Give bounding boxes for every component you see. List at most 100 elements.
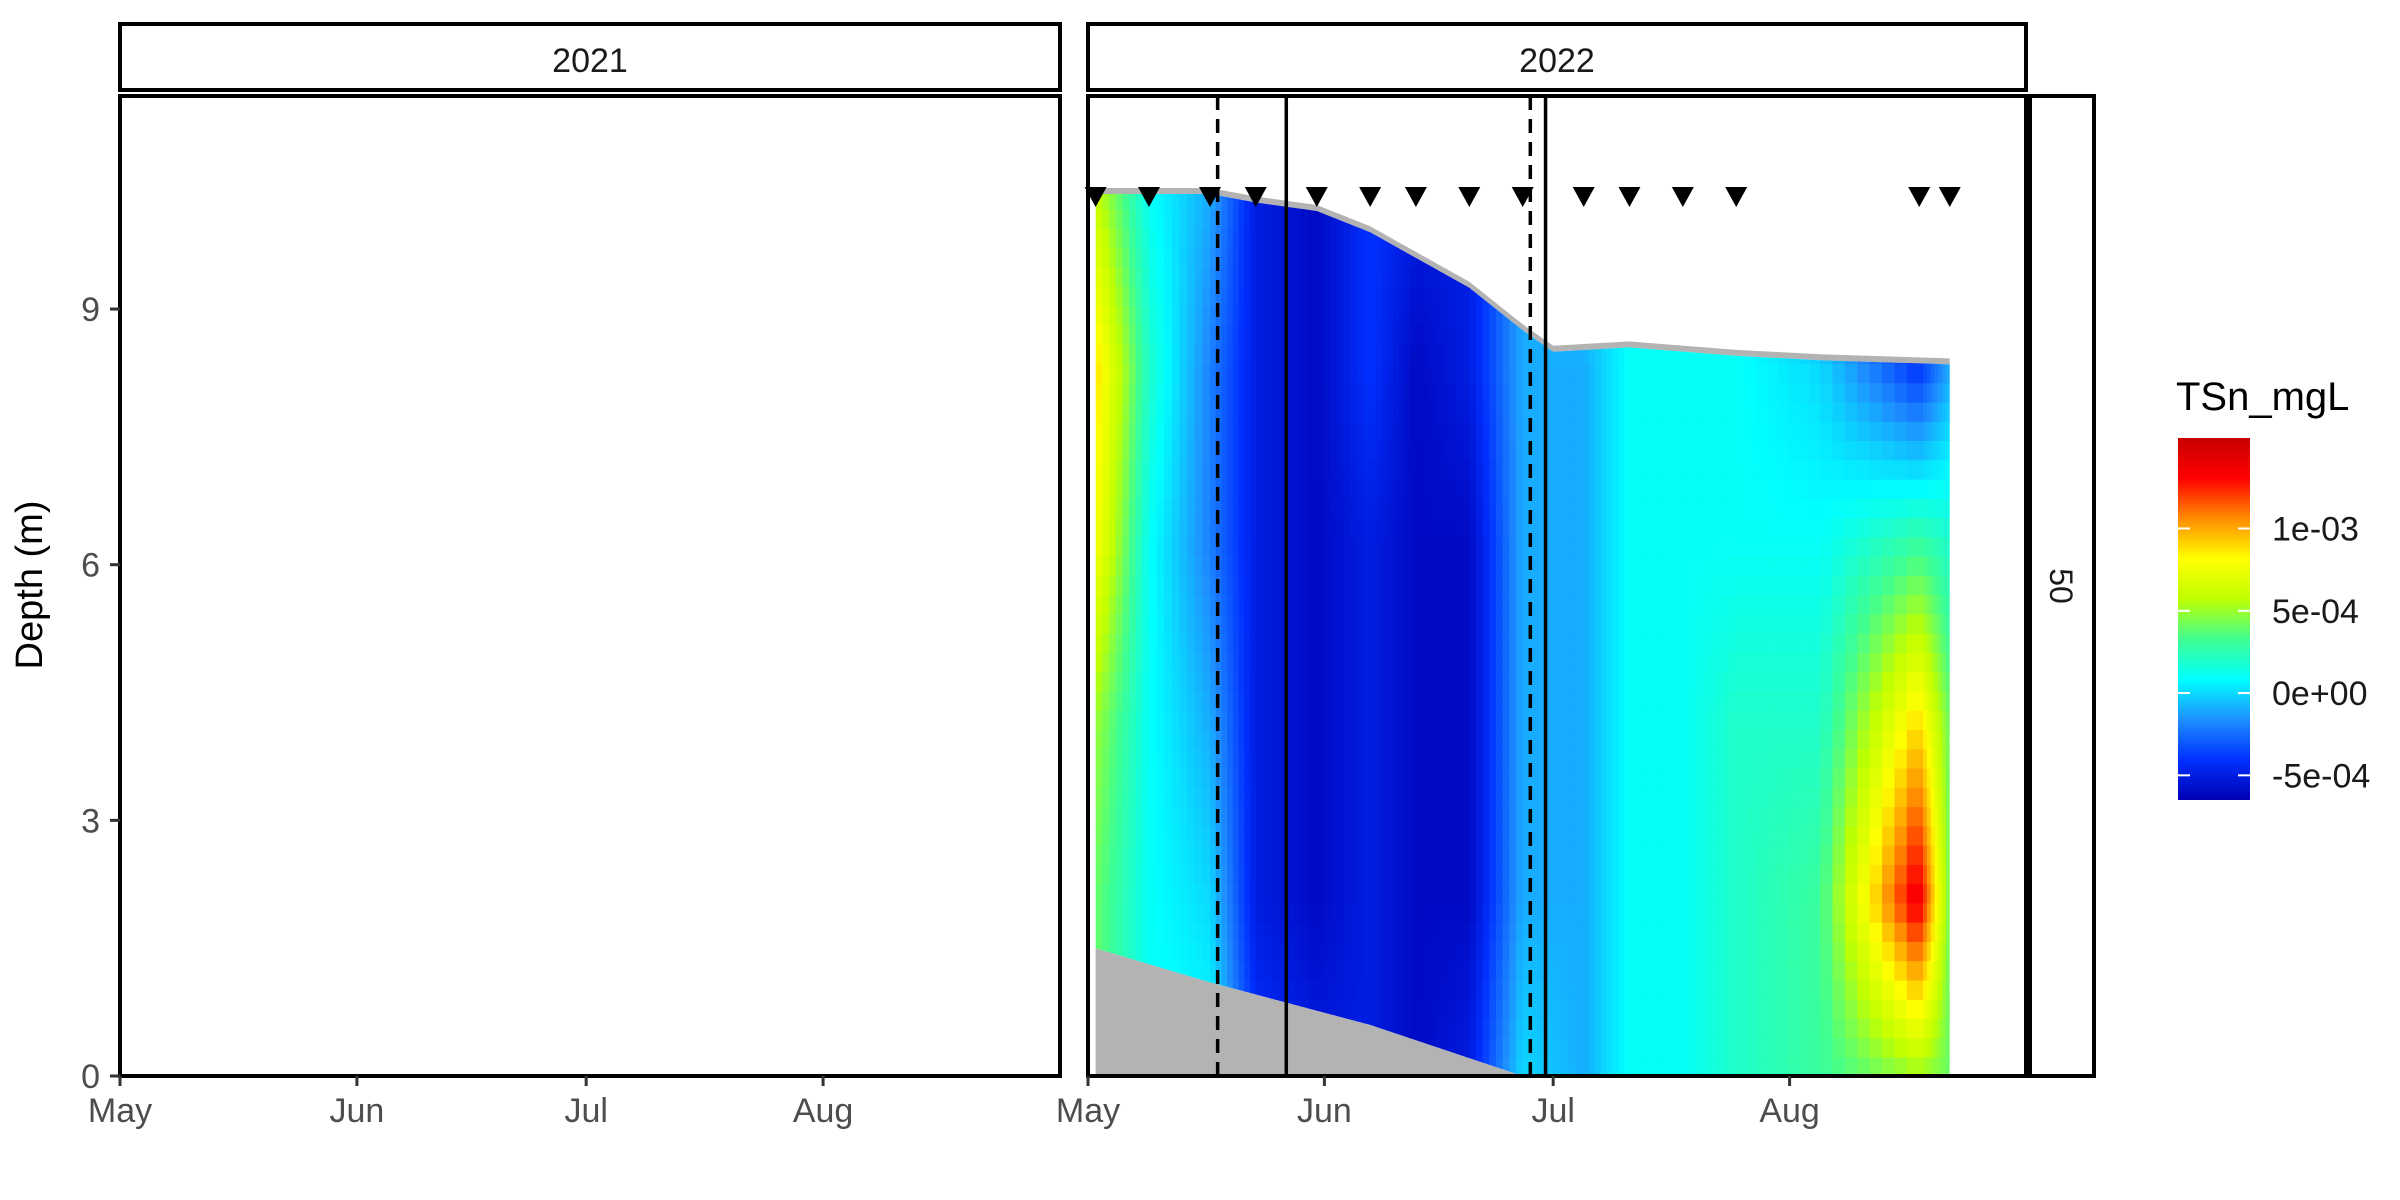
heatmap-cell bbox=[1595, 1056, 1602, 1076]
heatmap-cell bbox=[1820, 806, 1834, 827]
surface-rim bbox=[1095, 188, 1950, 365]
heatmap-cell bbox=[1435, 286, 1444, 307]
heatmap-cell bbox=[1129, 459, 1137, 480]
heatmap-cell bbox=[1102, 363, 1110, 384]
heatmap-cell bbox=[1142, 748, 1150, 769]
heatmap-cell bbox=[1301, 498, 1310, 519]
heatmap-cell bbox=[1696, 671, 1704, 692]
heatmap-cell bbox=[1356, 825, 1365, 846]
heatmap-cell bbox=[1476, 729, 1484, 750]
heatmap-cell bbox=[1164, 767, 1173, 788]
heatmap-cell bbox=[1179, 420, 1188, 441]
heatmap-cell bbox=[1476, 960, 1484, 981]
heatmap-cell bbox=[1149, 305, 1158, 326]
heatmap-cell bbox=[1746, 440, 1758, 461]
heatmap-cell bbox=[1482, 729, 1491, 750]
heatmap-cell bbox=[1375, 998, 1383, 1019]
heatmap-cell bbox=[1722, 286, 1731, 307]
heatmap-cell bbox=[1612, 806, 1619, 827]
heatmap-cell bbox=[1746, 767, 1758, 788]
heatmap-cell bbox=[1442, 305, 1451, 326]
heatmap-cell bbox=[1676, 247, 1684, 268]
heatmap-cell bbox=[1462, 1037, 1471, 1058]
heatmap-cell bbox=[1729, 844, 1737, 865]
heatmap-cell bbox=[1600, 363, 1608, 384]
heatmap-cell bbox=[1410, 420, 1417, 441]
heatmap-cell bbox=[1482, 401, 1491, 422]
heatmap-cell bbox=[1109, 787, 1117, 808]
heatmap-cell bbox=[1606, 806, 1614, 827]
heatmap-cell bbox=[1656, 632, 1664, 653]
heatmap-cell bbox=[1502, 517, 1511, 538]
heatmap-cell bbox=[1502, 1056, 1511, 1076]
heatmap-cell bbox=[1832, 305, 1846, 326]
heatmap-cell bbox=[1135, 228, 1144, 249]
heatmap-cell bbox=[1820, 305, 1834, 326]
heatmap-cell bbox=[1238, 363, 1246, 384]
heatmap-cell bbox=[1221, 555, 1228, 576]
heatmap-cell bbox=[1788, 921, 1800, 942]
heatmap-cell bbox=[1122, 401, 1130, 422]
heatmap-cell bbox=[1482, 652, 1491, 673]
heatmap-cell bbox=[1215, 729, 1223, 750]
heatmap-cell bbox=[1244, 363, 1251, 384]
heatmap-cell bbox=[1560, 1037, 1570, 1058]
heatmap-cell bbox=[1293, 401, 1303, 422]
heatmap-cell bbox=[1757, 864, 1769, 885]
heatmap-cell bbox=[1676, 536, 1684, 557]
heatmap-cell bbox=[1832, 825, 1846, 846]
heatmap-cell bbox=[1788, 671, 1800, 692]
heatmap-cell bbox=[1109, 825, 1117, 846]
heatmap-cell bbox=[1142, 902, 1150, 923]
heatmap-cell bbox=[1568, 555, 1577, 576]
heatmap-cell bbox=[1595, 844, 1602, 865]
heatmap-cell bbox=[1799, 324, 1811, 345]
heatmap-cell bbox=[1142, 844, 1150, 865]
heatmap-cell bbox=[1576, 440, 1585, 461]
heatmap-cell bbox=[1788, 806, 1800, 827]
heatmap-cell bbox=[1636, 209, 1644, 230]
heatmap-cell bbox=[1115, 420, 1124, 441]
heatmap-cell bbox=[1429, 1018, 1437, 1039]
heatmap-cell bbox=[1844, 382, 1859, 403]
heatmap-cell bbox=[1537, 729, 1547, 750]
heatmap-cell bbox=[1832, 632, 1846, 653]
heatmap-cell bbox=[1809, 864, 1821, 885]
heatmap-cell bbox=[1122, 459, 1130, 480]
heatmap-cell bbox=[1600, 671, 1608, 692]
heatmap-cell bbox=[1778, 1018, 1790, 1039]
heatmap-cell bbox=[1537, 594, 1547, 615]
heatmap-cell bbox=[1115, 883, 1124, 904]
heatmap-cell bbox=[1716, 979, 1724, 1000]
heatmap-cell bbox=[1330, 382, 1338, 403]
heatmap-cell bbox=[1370, 363, 1377, 384]
heatmap-cell bbox=[1404, 536, 1411, 557]
heatmap-cell bbox=[1449, 767, 1457, 788]
heatmap-cell bbox=[1606, 363, 1614, 384]
heatmap-cell bbox=[1857, 575, 1871, 596]
heatmap-cell bbox=[1442, 864, 1451, 885]
heatmap-cell bbox=[1095, 536, 1104, 557]
heatmap-cell bbox=[1606, 883, 1614, 904]
heatmap-cell bbox=[1832, 209, 1846, 230]
heatmap-cell bbox=[1662, 286, 1671, 307]
heatmap-cell bbox=[1343, 343, 1351, 364]
heatmap-cell bbox=[1442, 652, 1451, 673]
heatmap-cell bbox=[1109, 209, 1117, 230]
heatmap-cell bbox=[1832, 613, 1846, 634]
heatmap-cell bbox=[1629, 286, 1637, 307]
heatmap-cell bbox=[1788, 459, 1800, 480]
heatmap-cell bbox=[1330, 864, 1338, 885]
heatmap-cell bbox=[1393, 632, 1400, 653]
heatmap-cell bbox=[1476, 478, 1484, 499]
heatmap-cell bbox=[1767, 478, 1779, 499]
heatmap-cell bbox=[1832, 652, 1846, 673]
heatmap-cell bbox=[1568, 729, 1577, 750]
heatmap-cell bbox=[1410, 825, 1417, 846]
heatmap-cell bbox=[1736, 1037, 1748, 1058]
heatmap-cell bbox=[1456, 632, 1464, 653]
heatmap-cell bbox=[1250, 594, 1257, 615]
heatmap-cell bbox=[1210, 902, 1217, 923]
heatmap-cell bbox=[1149, 555, 1158, 576]
heatmap-cell bbox=[1250, 729, 1257, 750]
